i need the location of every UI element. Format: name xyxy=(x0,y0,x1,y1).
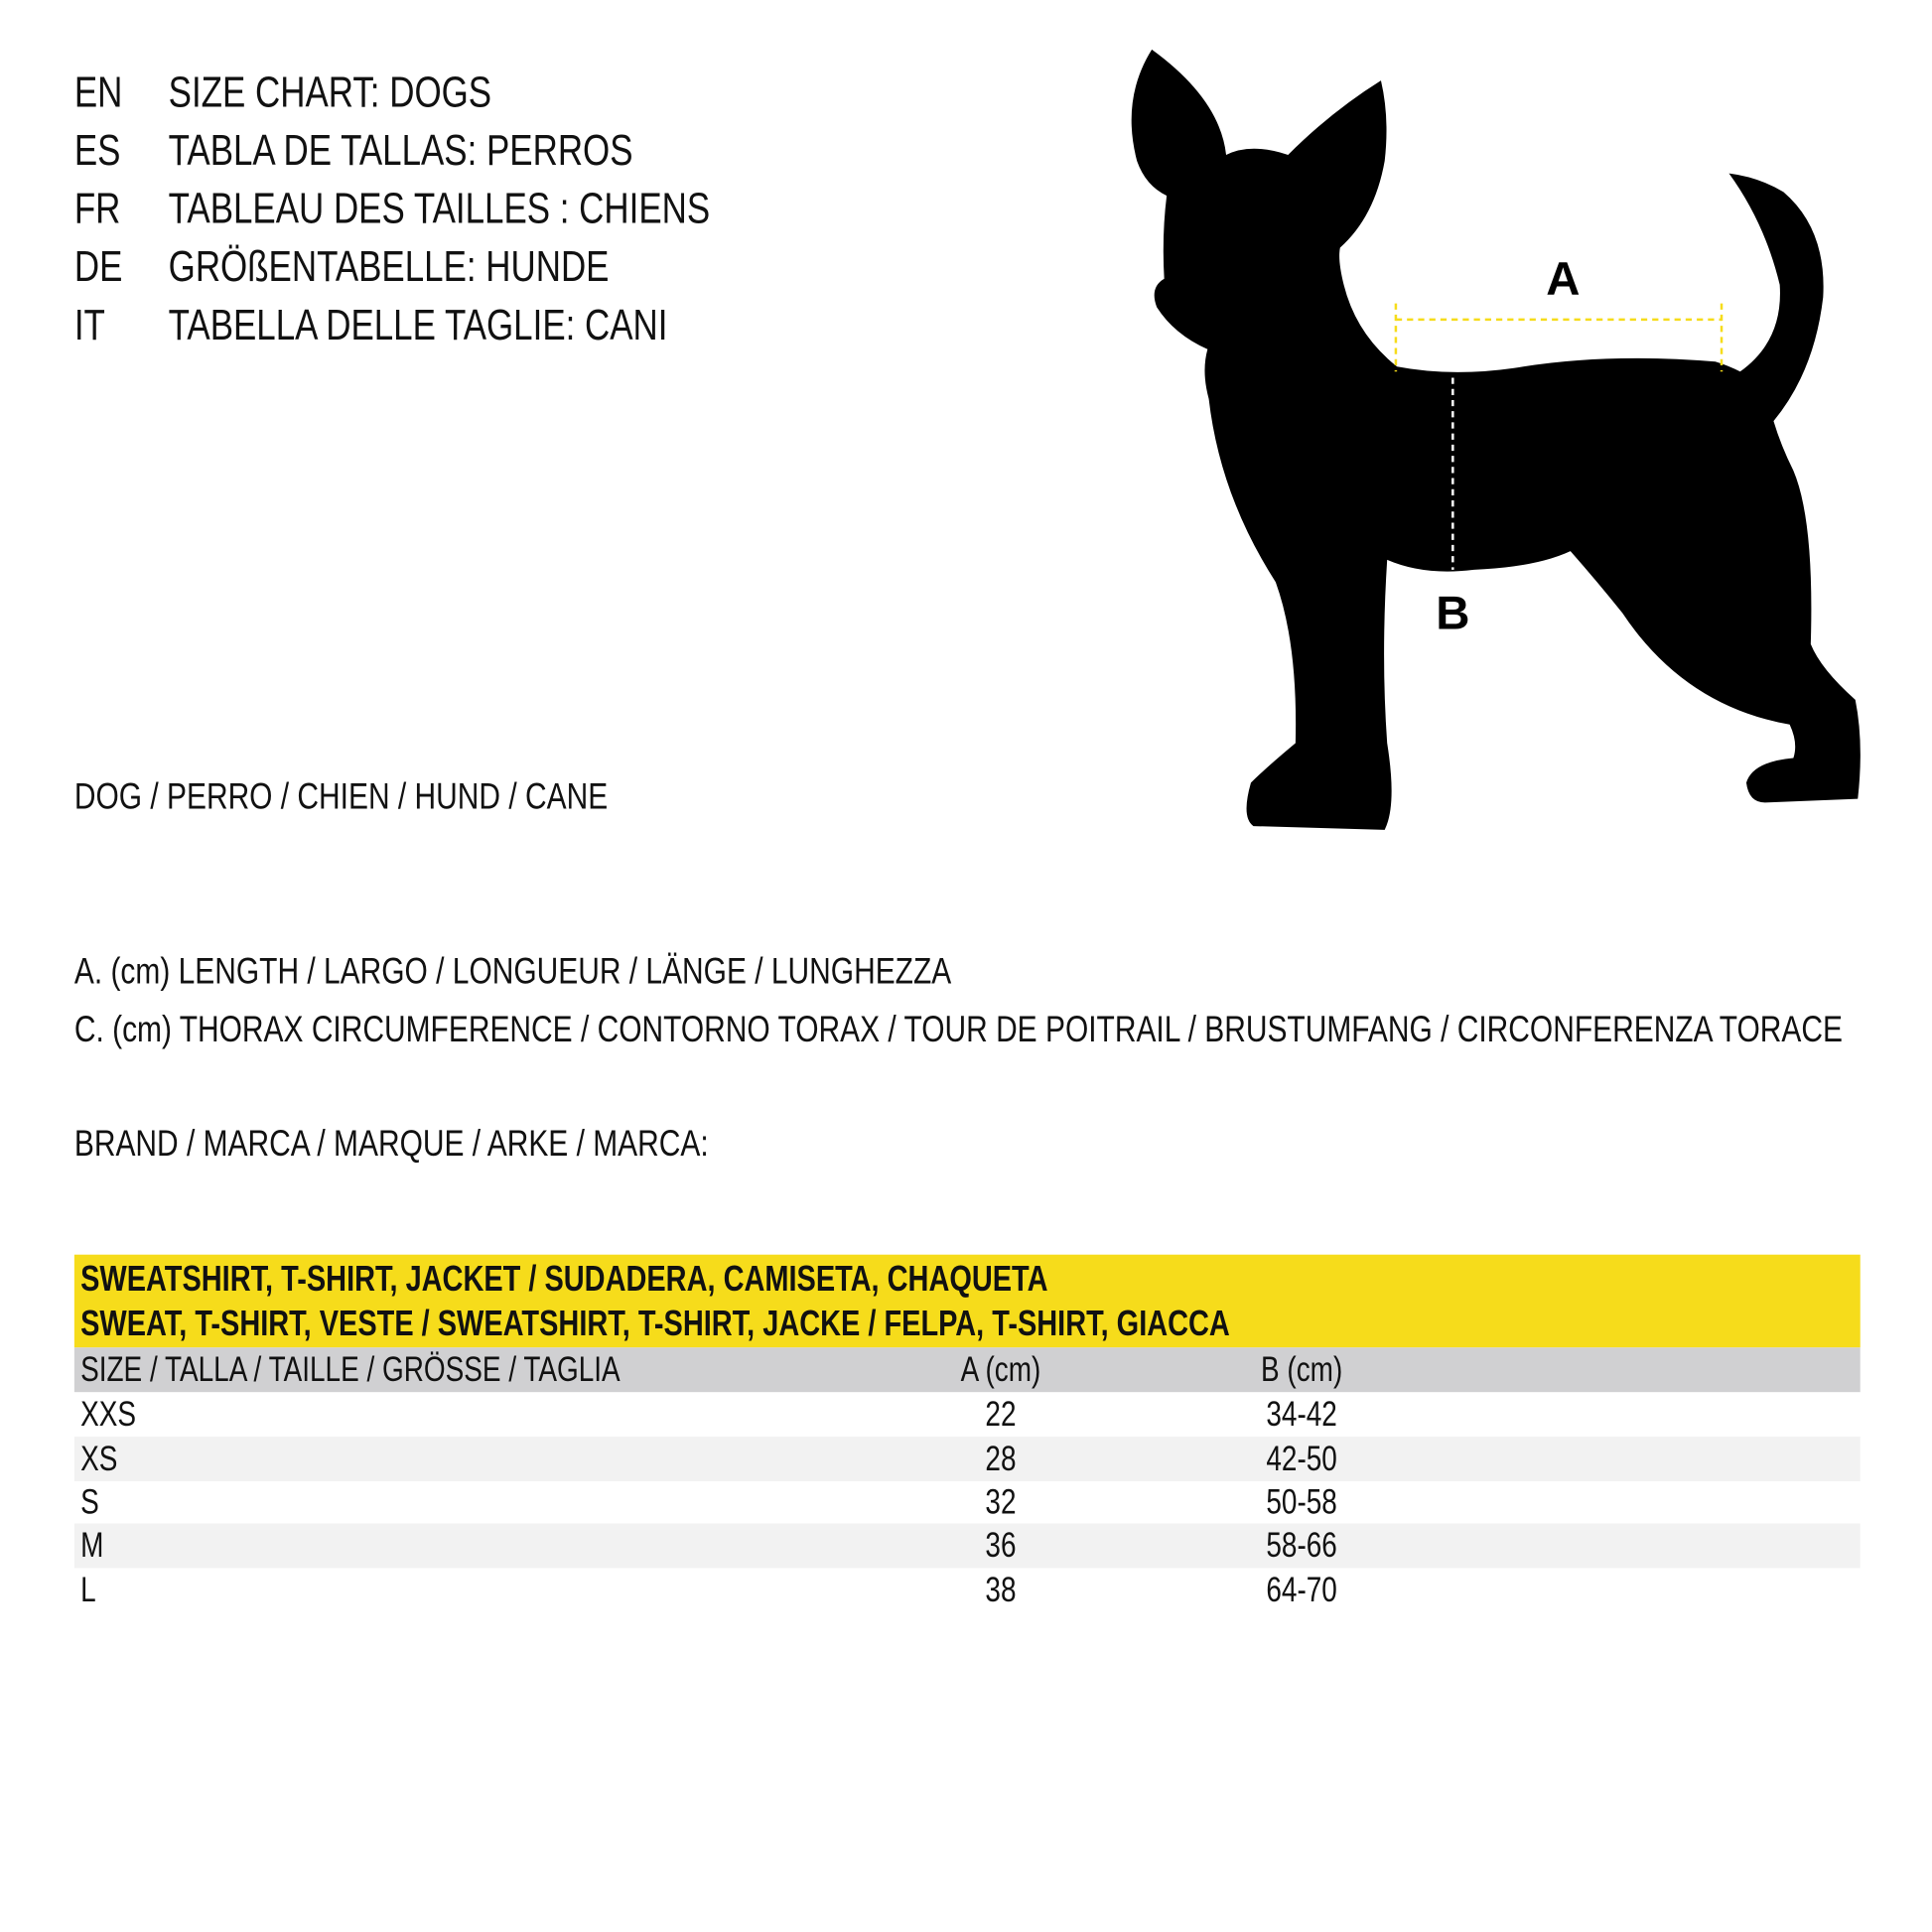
cell-size: XS xyxy=(80,1439,118,1477)
cell-b: 42-50 xyxy=(1266,1439,1337,1477)
table-header-row: SIZE / TALLA / TAILLE / GRÖSSE / TAGLIA … xyxy=(73,1347,1861,1393)
lang-code-en: EN xyxy=(73,68,123,117)
cell-b: 50-58 xyxy=(1266,1481,1337,1521)
table-row: XXS 22 34-42 xyxy=(74,1392,1861,1436)
cell-a: 32 xyxy=(985,1481,1017,1521)
cell-size: L xyxy=(80,1570,96,1609)
lang-code-de: DE xyxy=(73,242,123,292)
title-de: GRÖßENTABELLE: HUNDE xyxy=(168,242,610,292)
cell-a: 22 xyxy=(985,1394,1017,1434)
animal-line: DOG / PERRO / CHIEN / HUND / CANE xyxy=(73,776,609,818)
cell-b: 64-70 xyxy=(1266,1570,1337,1609)
cell-a: 28 xyxy=(985,1439,1017,1477)
legend-c: C. (cm) THORAX CIRCUMFERENCE / CONTORNO … xyxy=(73,1009,1843,1050)
dog-silhouette xyxy=(1131,49,1861,830)
lang-code-it: IT xyxy=(73,301,105,349)
legend-a: A. (cm) LENGTH / LARGO / LONGUEUR / LÄNG… xyxy=(73,951,952,993)
table-title-line-1: SWEATSHIRT, T-SHIRT, JACKET / SUDADERA, … xyxy=(80,1259,1048,1300)
table-row: XS 28 42-50 xyxy=(73,1437,1861,1481)
header-size: SIZE / TALLA / TAILLE / GRÖSSE / TAGLIA xyxy=(80,1349,621,1389)
title-en: SIZE CHART: DOGS xyxy=(168,68,492,117)
title-fr: TABLEAU DES TAILLES : CHIENS xyxy=(168,184,711,233)
title-es: TABLA DE TALLAS: PERROS xyxy=(168,126,633,175)
title-it: TABELLA DELLE TAGLIE: CANI xyxy=(168,301,668,349)
lang-code-fr: FR xyxy=(73,184,121,233)
table-title: SWEATSHIRT, T-SHIRT, JACKET / SUDADERA, … xyxy=(73,1254,1861,1348)
cell-a: 36 xyxy=(985,1525,1017,1565)
header-a: A (cm) xyxy=(960,1349,1041,1389)
cell-b: 34-42 xyxy=(1266,1394,1337,1434)
cell-size: XXS xyxy=(80,1394,137,1434)
table-title-line-2: SWEAT, T-SHIRT, VESTE / SWEATSHIRT, T-SH… xyxy=(80,1304,1230,1344)
cell-size: M xyxy=(80,1525,104,1565)
table-row: S 32 50-58 xyxy=(74,1480,1861,1524)
label-a: A xyxy=(1546,253,1580,306)
label-b: B xyxy=(1436,588,1469,640)
table-row: M 36 58-66 xyxy=(73,1523,1861,1568)
cell-size: S xyxy=(80,1481,99,1521)
length-measure-line xyxy=(1394,303,1724,372)
brand-line: BRAND / MARCA / MARQUE / ARKE / MARCA: xyxy=(73,1123,709,1165)
table-row: L 38 64-70 xyxy=(74,1568,1861,1611)
cell-b: 58-66 xyxy=(1266,1525,1337,1565)
cell-a: 38 xyxy=(985,1570,1017,1609)
lang-code-es: ES xyxy=(73,126,121,175)
header-b: B (cm) xyxy=(1260,1349,1343,1389)
